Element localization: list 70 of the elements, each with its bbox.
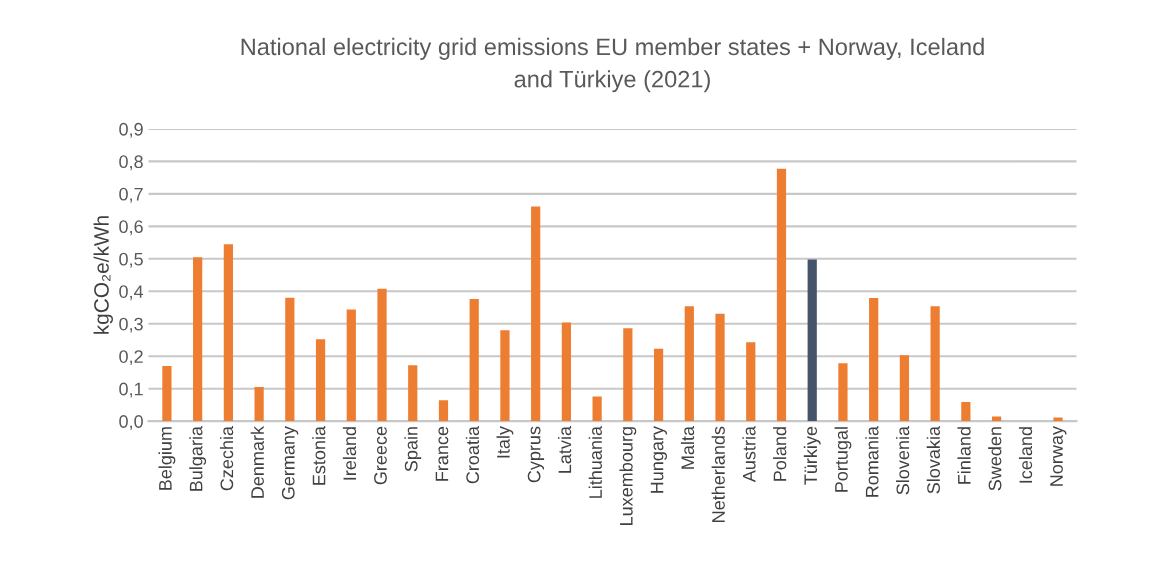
bar [315,339,326,422]
y-tick-label: 0,5 [119,252,143,268]
bar [592,396,602,422]
bar [807,259,817,422]
x-tick-label: Croatia [465,426,480,484]
x-tick-label: Finland [957,427,971,484]
x-tick-label: Sweden [988,427,1002,491]
bar [561,322,571,422]
y-tick-label: 0,7 [119,187,143,203]
y-axis-title: kgCO₂e/kWh [93,216,113,334]
bar [869,298,879,422]
bar [408,365,418,422]
x-tick-label: Greece [374,426,387,485]
x-tick-label: Italy [496,426,514,458]
x-tick-label: Latvia [557,426,572,473]
bar [653,348,664,422]
y-tick-label: 0,2 [119,350,143,366]
y-tick-label: 0,9 [119,122,143,138]
x-tick-label: France [435,426,449,481]
x-tick-label: Germany [281,426,299,500]
x-tick-label: Iceland [1018,427,1033,483]
bar [254,387,264,422]
bar [838,363,848,422]
bar [899,355,910,422]
bar [684,306,694,422]
x-tick-label: Norway [1050,426,1067,486]
bar [193,257,203,422]
bar [961,402,971,422]
x-tick-label: Poland [773,427,787,481]
x-tick-label: Estonia [312,426,326,485]
x-tick-label: Denmark [250,425,264,498]
x-tick-label: Romania [865,426,879,497]
x-tick-label: Slovenia [895,426,910,495]
x-tick-label: Portugal [834,427,852,492]
bar [930,306,940,422]
bar [715,313,725,422]
y-tick-label: 0,3 [119,317,143,333]
x-tick-label: Spain [404,427,422,472]
x-tick-label: Cyprus [527,426,545,483]
bar [623,328,633,422]
bar [500,330,510,422]
x-tick-label: Hungary [650,426,667,493]
x-tick-label: Ireland [342,427,357,480]
y-tick-label: 0,8 [119,155,143,171]
y-tick-label: 0,1 [119,382,143,398]
x-tick-label: Austria [742,426,756,483]
bar [776,168,787,422]
bar [746,342,756,422]
x-tick-label: Slovakia [926,426,940,494]
bar [1053,417,1063,422]
bar [223,244,233,422]
bar [531,206,541,422]
x-tick-label: Netherlands [711,426,725,522]
y-tick-label: 0,0 [119,415,143,431]
bar [377,288,387,422]
x-tick-label: Malta [680,426,695,469]
bar [162,365,172,422]
y-tick-label: 0,4 [119,285,144,301]
x-tick-label: Luxembourg [619,427,637,525]
bar [469,299,479,422]
x-tick-label: Belgium [158,427,176,490]
bar [346,309,356,422]
x-tick-label: Türkiye [803,426,821,485]
bar [285,297,295,422]
x-tick-label: Czechia [219,426,234,491]
bar [438,400,449,422]
chart-title: National electricity grid emissions EU member states + Norway, Iceland and Türkiye (2021) [241,37,984,93]
x-tick-label: Bulgaria [189,426,207,491]
y-tick-label: 0,6 [119,220,143,236]
x-tick-label: Lithuania [588,426,602,498]
